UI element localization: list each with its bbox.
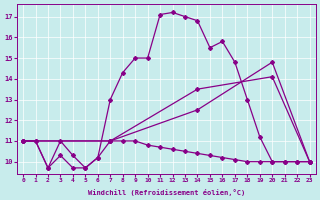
X-axis label: Windchill (Refroidissement éolien,°C): Windchill (Refroidissement éolien,°C) — [88, 189, 245, 196]
